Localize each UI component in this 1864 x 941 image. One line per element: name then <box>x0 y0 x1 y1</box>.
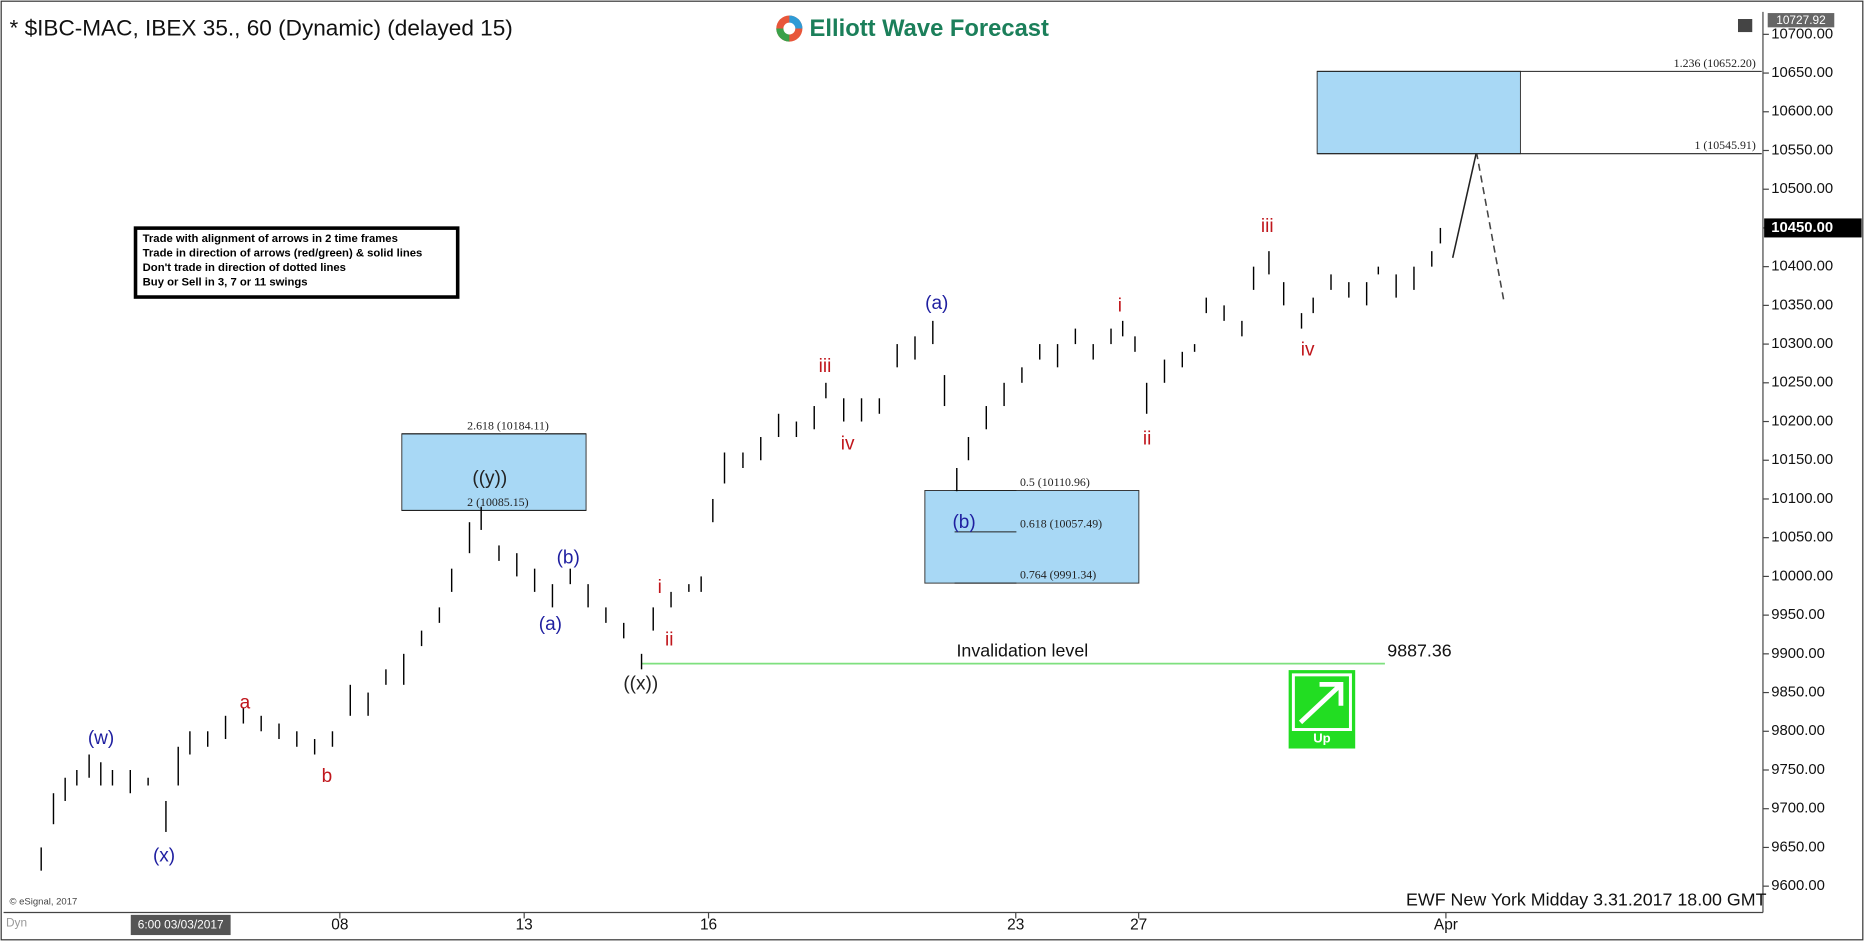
y-tick-label: 10350.00 <box>1771 297 1833 313</box>
wave-label: b <box>322 766 333 787</box>
up-signal: Up <box>1288 670 1356 749</box>
footer: EWF New York Midday 3.31.2017 18.00 GMT <box>1406 889 1767 909</box>
rule-text: Trade in direction of arrows (red/green)… <box>143 247 423 259</box>
x-tick-label: 08 <box>331 917 348 934</box>
fib-label: 1 (10545.91) <box>1694 138 1755 152</box>
wave-label: ii <box>1143 429 1151 450</box>
y-tick-label: 10300.00 <box>1771 336 1833 352</box>
fib-zone <box>1316 70 1521 155</box>
corner-label: Dyn <box>6 915 27 929</box>
wave-label: a <box>240 692 251 713</box>
wave-label: ((y)) <box>472 468 507 489</box>
fib-label: 0.764 (9991.34) <box>1020 568 1096 582</box>
y-tick-label: 10550.00 <box>1771 142 1833 158</box>
y-tick-label: 10150.00 <box>1771 452 1833 468</box>
fib-label: 2.618 (10184.11) <box>467 418 549 432</box>
y-tick-label: 9700.00 <box>1771 801 1825 817</box>
wave-label: (a) <box>539 614 562 635</box>
y-tick-label: 10200.00 <box>1771 413 1833 429</box>
x-tick-label: 27 <box>1130 917 1147 934</box>
chart-title: * $IBC-MAC, IBEX 35., 60 (Dynamic) (dela… <box>10 16 513 41</box>
projection-solid <box>1451 151 1478 258</box>
start-label: 6:00 03/03/2017 <box>138 918 224 932</box>
window-button[interactable] <box>1737 19 1753 33</box>
projection-dashed <box>1475 151 1505 301</box>
top-price: 10727.92 <box>1776 13 1826 27</box>
fib-label: 1.236 (10652.20) <box>1674 56 1756 70</box>
y-tick-label: 9850.00 <box>1771 684 1825 700</box>
rule-text: Buy or Sell in 3, 7 or 11 swings <box>143 277 308 289</box>
wave-label: (b) <box>557 547 580 568</box>
wave-label: ((x)) <box>623 673 658 694</box>
fib-label: 2 (10085.15) <box>467 495 528 509</box>
rules-box <box>133 226 460 299</box>
wave-label: i <box>1118 296 1122 317</box>
brand: Elliott Wave Forecast <box>810 15 1049 42</box>
rule-text: Don't trade in direction of dotted lines <box>143 262 346 274</box>
y-tick-label: 10250.00 <box>1771 375 1833 391</box>
y-tick-label: 9600.00 <box>1771 878 1825 894</box>
wave-label: (b) <box>952 512 975 533</box>
x-tick-label: 13 <box>516 917 533 934</box>
fib-label: 0.618 (10057.49) <box>1020 516 1102 530</box>
fib-zone <box>401 433 587 511</box>
wave-label: (x) <box>153 846 175 867</box>
wave-label: iii <box>819 356 832 377</box>
wave-label: iv <box>841 433 855 454</box>
x-tick-label: 16 <box>700 917 717 934</box>
x-tick-label: Apr <box>1434 917 1458 934</box>
start-label-bg <box>130 914 231 936</box>
wave-label: (a) <box>925 293 948 314</box>
y-tick-label: 10650.00 <box>1771 65 1833 81</box>
copyright: © eSignal, 2017 <box>10 896 78 907</box>
fib-label: 0.5 (10110.96) <box>1020 475 1090 489</box>
top-price-tag <box>1767 13 1835 28</box>
wave-label: i <box>658 577 662 598</box>
logo: Elliott Wave Forecast <box>776 15 1049 42</box>
last-price: 10450.00 <box>1771 220 1833 236</box>
signal-label: Up <box>1313 730 1330 745</box>
rule-text: Trade with alignment of arrows in 2 time… <box>143 233 398 245</box>
wave-label: ii <box>665 629 673 650</box>
y-tick-label: 10400.00 <box>1771 259 1833 275</box>
y-tick-label: 10600.00 <box>1771 104 1833 120</box>
logo-mark <box>783 22 796 35</box>
last-price-tag <box>1764 218 1862 238</box>
y-tick-label: 10100.00 <box>1771 491 1833 507</box>
y-tick-label: 9800.00 <box>1771 723 1825 739</box>
invalidation-value: 9887.36 <box>1387 640 1451 660</box>
wave-label: (w) <box>88 728 114 749</box>
y-tick-label: 9750.00 <box>1771 762 1825 778</box>
invalidation-label: Invalidation level <box>956 640 1088 660</box>
y-tick-label: 9950.00 <box>1771 607 1825 623</box>
wave-label: iii <box>1261 216 1274 237</box>
signal-frame <box>1291 673 1352 731</box>
y-tick-label: 9900.00 <box>1771 646 1825 662</box>
y-tick-label: 9650.00 <box>1771 839 1825 855</box>
x-tick-label: 23 <box>1007 917 1024 934</box>
signal-arrow <box>1298 681 1344 725</box>
y-tick-label: 10700.00 <box>1771 26 1833 42</box>
y-tick-label: 10050.00 <box>1771 530 1833 546</box>
y-tick-label: 10500.00 <box>1771 181 1833 197</box>
wave-label: iv <box>1301 340 1315 361</box>
y-tick-label: 10000.00 <box>1771 568 1833 584</box>
fib-zone <box>924 490 1140 584</box>
